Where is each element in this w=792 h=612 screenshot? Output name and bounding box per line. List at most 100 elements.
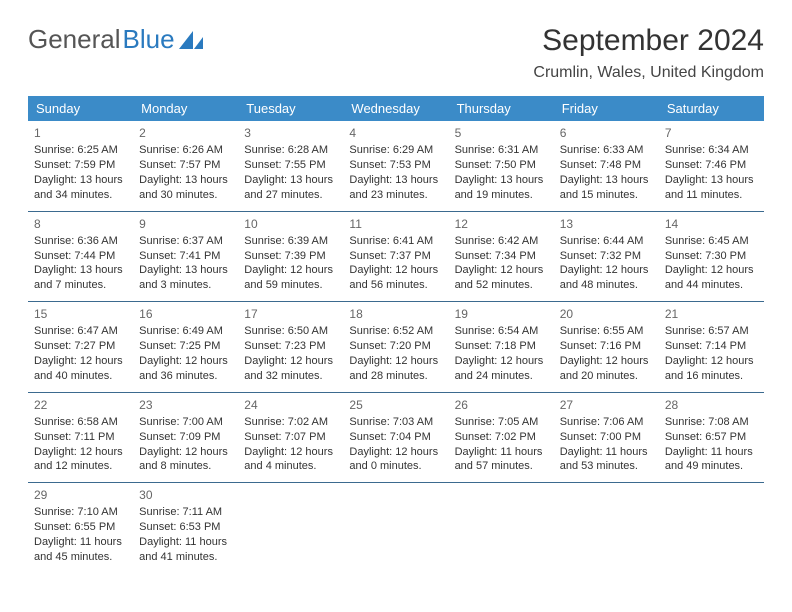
day-number: 5 — [455, 125, 548, 141]
day-dl1: Daylight: 12 hours — [455, 263, 548, 278]
day-dl1: Daylight: 11 hours — [560, 445, 653, 460]
calendar-day-cell: 23Sunrise: 7:00 AMSunset: 7:09 PMDayligh… — [133, 392, 238, 483]
day-sunrise: Sunrise: 6:50 AM — [244, 324, 337, 339]
day-number: 17 — [244, 306, 337, 322]
calendar-day-cell: 14Sunrise: 6:45 AMSunset: 7:30 PMDayligh… — [659, 211, 764, 302]
calendar-day-cell: 4Sunrise: 6:29 AMSunset: 7:53 PMDaylight… — [343, 121, 448, 211]
day-dl2: and 56 minutes. — [349, 278, 442, 293]
header-sunday: Sunday — [28, 96, 133, 121]
day-sunset: Sunset: 7:02 PM — [455, 430, 548, 445]
calendar-day-cell — [343, 483, 448, 573]
header-thursday: Thursday — [449, 96, 554, 121]
day-dl1: Daylight: 12 hours — [665, 354, 758, 369]
header-saturday: Saturday — [659, 96, 764, 121]
day-number: 29 — [34, 487, 127, 503]
day-sunset: Sunset: 7:14 PM — [665, 339, 758, 354]
day-dl1: Daylight: 13 hours — [34, 263, 127, 278]
day-number: 23 — [139, 397, 232, 413]
day-sunset: Sunset: 6:53 PM — [139, 520, 232, 535]
day-sunset: Sunset: 7:23 PM — [244, 339, 337, 354]
day-number: 22 — [34, 397, 127, 413]
header-wednesday: Wednesday — [343, 96, 448, 121]
day-sunset: Sunset: 7:27 PM — [34, 339, 127, 354]
day-number: 16 — [139, 306, 232, 322]
day-sunset: Sunset: 7:46 PM — [665, 158, 758, 173]
day-dl2: and 40 minutes. — [34, 369, 127, 384]
day-dl1: Daylight: 12 hours — [560, 354, 653, 369]
day-sunset: Sunset: 6:57 PM — [665, 430, 758, 445]
day-sunrise: Sunrise: 6:41 AM — [349, 234, 442, 249]
calendar-day-cell: 25Sunrise: 7:03 AMSunset: 7:04 PMDayligh… — [343, 392, 448, 483]
calendar-day-cell: 9Sunrise: 6:37 AMSunset: 7:41 PMDaylight… — [133, 211, 238, 302]
day-number: 15 — [34, 306, 127, 322]
day-sunrise: Sunrise: 6:42 AM — [455, 234, 548, 249]
day-sunrise: Sunrise: 6:34 AM — [665, 143, 758, 158]
day-sunset: Sunset: 7:11 PM — [34, 430, 127, 445]
day-number: 30 — [139, 487, 232, 503]
day-dl1: Daylight: 12 hours — [349, 263, 442, 278]
day-number: 11 — [349, 216, 442, 232]
day-sunset: Sunset: 7:48 PM — [560, 158, 653, 173]
day-sunset: Sunset: 7:04 PM — [349, 430, 442, 445]
day-dl2: and 15 minutes. — [560, 188, 653, 203]
day-dl2: and 0 minutes. — [349, 459, 442, 474]
calendar-day-cell: 22Sunrise: 6:58 AMSunset: 7:11 PMDayligh… — [28, 392, 133, 483]
day-number: 18 — [349, 306, 442, 322]
day-sunset: Sunset: 7:41 PM — [139, 249, 232, 264]
day-dl1: Daylight: 12 hours — [244, 354, 337, 369]
calendar-day-cell: 5 Sunrise: 6:31 AMSunset: 7:50 PMDaylight… — [449, 121, 554, 211]
day-number: 19 — [455, 306, 548, 322]
day-dl1: Daylight: 13 hours — [455, 173, 548, 188]
day-sunrise: Sunrise: 6:47 AM — [34, 324, 127, 339]
day-dl1: Daylight: 12 hours — [34, 445, 127, 460]
day-sunrise: Sunrise: 6:26 AM — [139, 143, 232, 158]
calendar-day-cell — [554, 483, 659, 573]
calendar-day-cell: 19Sunrise: 6:54 AMSunset: 7:18 PMDayligh… — [449, 302, 554, 393]
day-dl1: Daylight: 12 hours — [244, 445, 337, 460]
day-dl2: and 16 minutes. — [665, 369, 758, 384]
day-sunrise: Sunrise: 7:03 AM — [349, 415, 442, 430]
day-dl1: Daylight: 12 hours — [455, 354, 548, 369]
day-sunset: Sunset: 7:18 PM — [455, 339, 548, 354]
day-sunrise: Sunrise: 6:28 AM — [244, 143, 337, 158]
day-sunset: Sunset: 7:00 PM — [560, 430, 653, 445]
day-sunrise: Sunrise: 7:06 AM — [560, 415, 653, 430]
calendar-day-cell: 3Sunrise: 6:28 AMSunset: 7:55 PMDaylight… — [238, 121, 343, 211]
day-dl1: Daylight: 12 hours — [349, 354, 442, 369]
day-dl2: and 4 minutes. — [244, 459, 337, 474]
calendar-day-cell: 2Sunrise: 6:26 AMSunset: 7:57 PMDaylight… — [133, 121, 238, 211]
day-dl1: Daylight: 11 hours — [455, 445, 548, 460]
day-number: 9 — [139, 216, 232, 232]
day-number: 27 — [560, 397, 653, 413]
day-sunset: Sunset: 7:50 PM — [455, 158, 548, 173]
day-sunset: Sunset: 7:57 PM — [139, 158, 232, 173]
day-number: 1 — [34, 125, 127, 141]
day-dl2: and 11 minutes. — [665, 188, 758, 203]
day-dl1: Daylight: 12 hours — [34, 354, 127, 369]
day-sunrise: Sunrise: 7:11 AM — [139, 505, 232, 520]
day-dl2: and 41 minutes. — [139, 550, 232, 565]
calendar-day-cell: 16Sunrise: 6:49 AMSunset: 7:25 PMDayligh… — [133, 302, 238, 393]
location-subtitle: Crumlin, Wales, United Kingdom — [533, 64, 764, 82]
title-block: September 2024 Crumlin, Wales, United Ki… — [533, 24, 764, 82]
day-sunrise: Sunrise: 6:52 AM — [349, 324, 442, 339]
day-dl1: Daylight: 13 hours — [139, 173, 232, 188]
day-sunrise: Sunrise: 7:02 AM — [244, 415, 337, 430]
day-sunrise: Sunrise: 6:39 AM — [244, 234, 337, 249]
day-sunrise: Sunrise: 6:31 AM — [455, 143, 548, 158]
calendar-day-cell: 12Sunrise: 6:42 AMSunset: 7:34 PMDayligh… — [449, 211, 554, 302]
calendar-day-cell: 8Sunrise: 6:36 AMSunset: 7:44 PMDaylight… — [28, 211, 133, 302]
day-dl2: and 19 minutes. — [455, 188, 548, 203]
day-dl2: and 34 minutes. — [34, 188, 127, 203]
day-dl2: and 49 minutes. — [665, 459, 758, 474]
day-sunrise: Sunrise: 6:29 AM — [349, 143, 442, 158]
day-dl2: and 30 minutes. — [139, 188, 232, 203]
header-tuesday: Tuesday — [238, 96, 343, 121]
calendar-day-cell: 17 Sunrise: 6:50 AMSunset: 7:23 PMDayligh… — [238, 302, 343, 393]
day-dl1: Daylight: 12 hours — [349, 445, 442, 460]
day-sunrise: Sunrise: 7:05 AM — [455, 415, 548, 430]
day-sunrise: Sunrise: 6:36 AM — [34, 234, 127, 249]
day-header-row: Sunday Monday Tuesday Wednesday Thursday… — [28, 96, 764, 121]
day-dl1: Daylight: 13 hours — [244, 173, 337, 188]
calendar-day-cell: 13Sunrise: 6:44 AMSunset: 7:32 PMDayligh… — [554, 211, 659, 302]
